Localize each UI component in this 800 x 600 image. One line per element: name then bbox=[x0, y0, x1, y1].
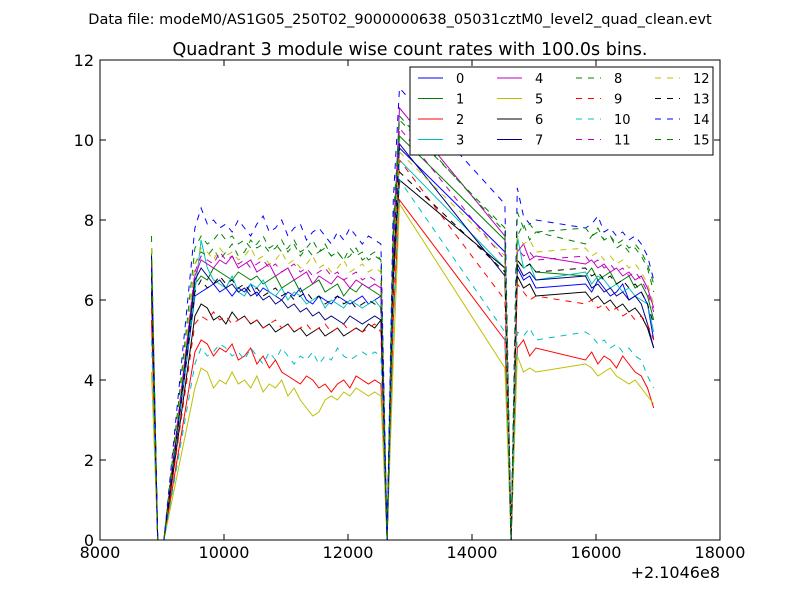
series-line-9 bbox=[151, 158, 655, 541]
series-line-6 bbox=[151, 178, 655, 541]
legend-label-14: 14 bbox=[693, 113, 710, 128]
legend-label-2: 2 bbox=[456, 113, 464, 128]
series-line-2 bbox=[151, 198, 655, 541]
legend-label-12: 12 bbox=[693, 72, 710, 87]
legend-label-15: 15 bbox=[693, 134, 710, 149]
series-line-15 bbox=[151, 114, 655, 541]
series-line-4 bbox=[151, 106, 655, 541]
legend-label-9: 9 bbox=[614, 93, 622, 108]
series-line-3 bbox=[151, 158, 655, 541]
x-tick-label: 12000 bbox=[323, 543, 374, 562]
y-tick-label: 10 bbox=[74, 131, 94, 150]
series-line-10 bbox=[151, 178, 655, 541]
legend-label-5: 5 bbox=[535, 93, 543, 108]
x-offset-label: +2.1046e8 bbox=[631, 563, 720, 582]
y-tick-label: 2 bbox=[84, 451, 94, 470]
series-line-1 bbox=[151, 134, 655, 541]
legend-label-6: 6 bbox=[535, 113, 543, 128]
legend-label-4: 4 bbox=[535, 72, 543, 87]
series-line-8 bbox=[151, 118, 655, 541]
plot-lines bbox=[151, 86, 655, 541]
x-tick-label: 10000 bbox=[199, 543, 250, 562]
legend-label-11: 11 bbox=[614, 134, 631, 149]
chart-title: Quadrant 3 module wise count rates with … bbox=[173, 40, 648, 60]
legend-label-1: 1 bbox=[456, 93, 464, 108]
legend-label-3: 3 bbox=[456, 134, 464, 149]
series-line-12 bbox=[151, 150, 655, 541]
series-line-5 bbox=[151, 202, 655, 541]
x-tick-label: 8000 bbox=[80, 543, 121, 562]
legend-box bbox=[409, 66, 714, 156]
legend-label-10: 10 bbox=[614, 113, 631, 128]
series-line-14 bbox=[151, 86, 655, 541]
x-tick-label: 14000 bbox=[447, 543, 498, 562]
series-line-0 bbox=[151, 146, 655, 541]
legend-label-13: 13 bbox=[693, 93, 710, 108]
series-line-13 bbox=[151, 170, 655, 541]
x-tick-label: 16000 bbox=[571, 543, 622, 562]
y-tick-label: 6 bbox=[84, 291, 94, 310]
y-tick-label: 8 bbox=[84, 211, 94, 230]
legend-label-8: 8 bbox=[614, 72, 622, 87]
y-tick-label: 0 bbox=[84, 531, 94, 550]
legend-label-7: 7 bbox=[535, 134, 543, 149]
y-tick-label: 4 bbox=[84, 371, 94, 390]
suptitle: Data file: modeM0/AS1G05_250T02_90000006… bbox=[88, 12, 712, 28]
x-tick-label: 18000 bbox=[695, 543, 746, 562]
legend-label-0: 0 bbox=[456, 72, 464, 87]
series-line-11 bbox=[151, 126, 655, 541]
y-tick-label: 12 bbox=[74, 51, 94, 70]
